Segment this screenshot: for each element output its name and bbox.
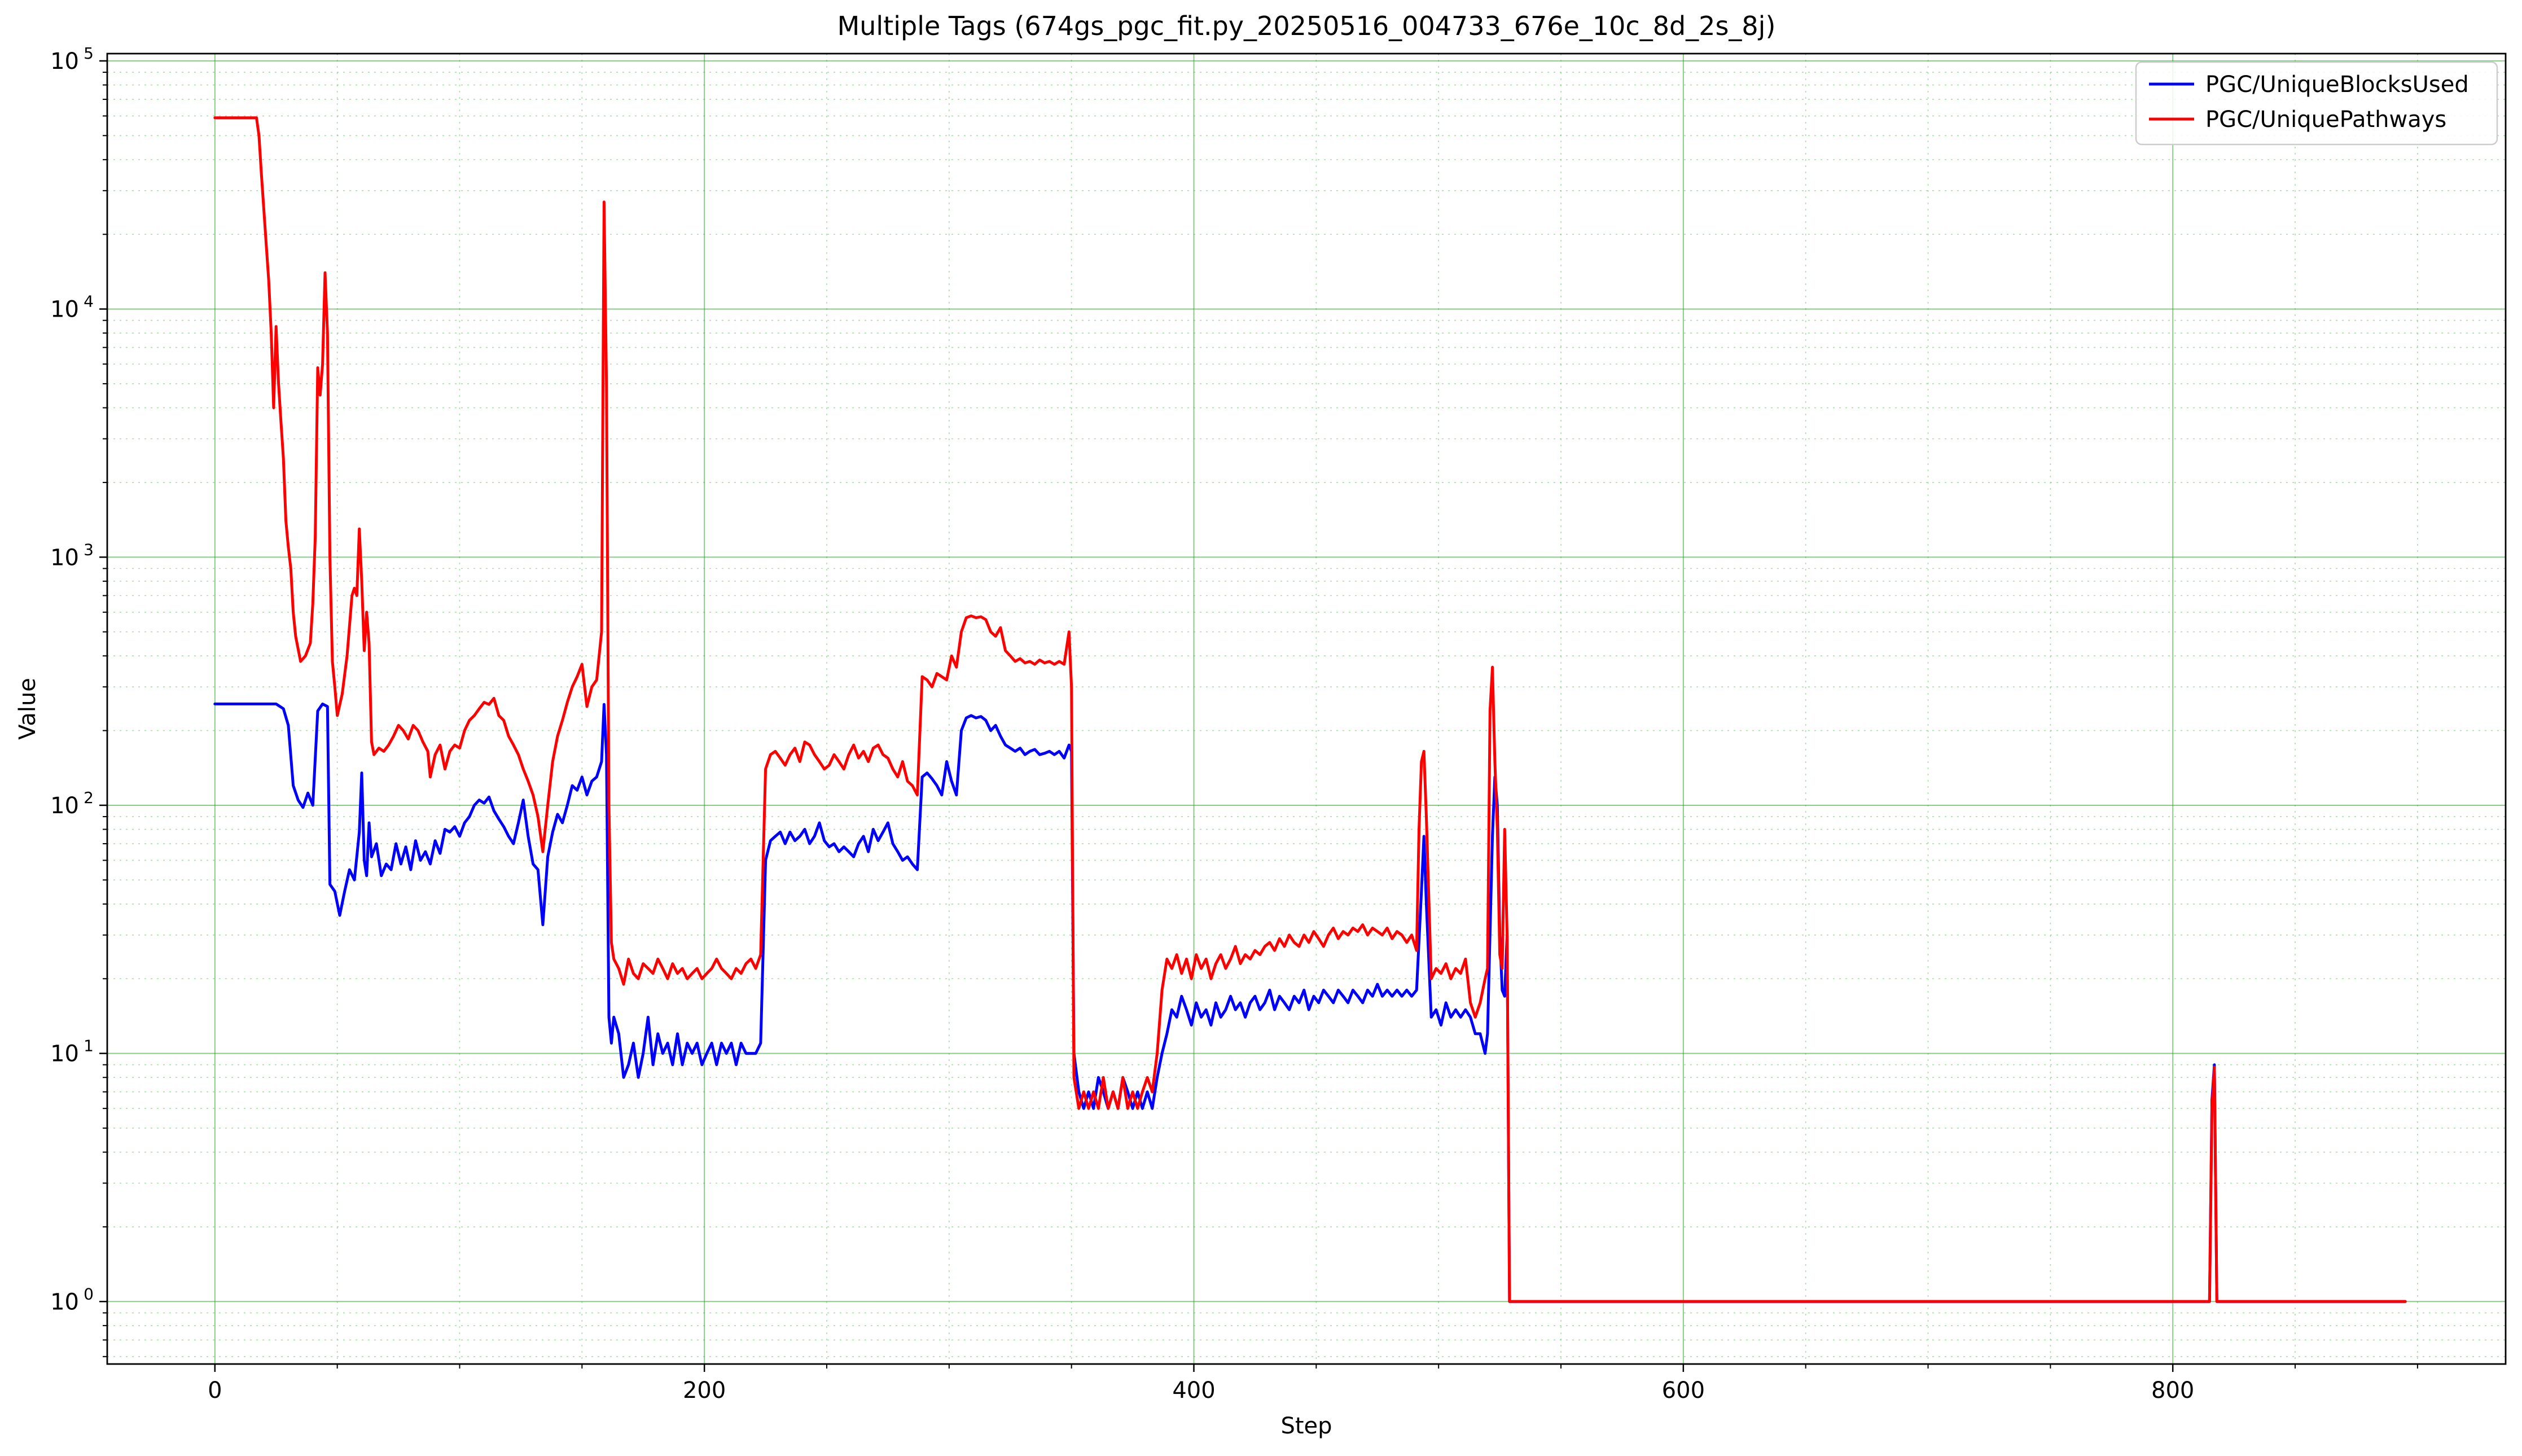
legend-box	[2135, 61, 2498, 146]
legend-label-blocks: PGC/UniqueBlocksUsed	[2205, 72, 2469, 98]
x-axis-label: Step	[1280, 1413, 1332, 1439]
legend: PGC/UniqueBlocksUsed PGC/UniquePathways	[2135, 61, 2498, 146]
y-tick-exponent: 4	[84, 292, 94, 311]
series-line-0	[213, 702, 2407, 1303]
x-tick-label: 0	[208, 1378, 222, 1404]
y-axis-label: Value	[15, 678, 41, 740]
x-tick-label: 400	[1172, 1378, 1215, 1404]
chart-title: Multiple Tags (674gs_pgc_fit.py_20250516…	[837, 11, 1776, 41]
y-tick-exponent: 3	[84, 540, 94, 559]
y-tick-label: 10	[50, 49, 79, 74]
y-tick-exponent: 2	[84, 788, 94, 807]
legend-label-pathways: PGC/UniquePathways	[2205, 107, 2446, 133]
x-tick-label: 800	[2151, 1378, 2194, 1404]
y-tick-exponent: 0	[84, 1284, 94, 1303]
plot-frame	[106, 52, 2507, 1365]
y-tick-label: 10	[50, 545, 79, 571]
y-tick-exponent: 1	[84, 1037, 94, 1055]
y-tick-label: 10	[50, 1289, 79, 1315]
series-line-1	[213, 116, 2407, 1303]
y-tick-label: 10	[50, 1041, 79, 1067]
y-tick-exponent: 5	[84, 44, 94, 63]
x-tick-label: 600	[1662, 1378, 1705, 1404]
x-tick-label: 200	[683, 1378, 726, 1404]
y-tick-label: 10	[50, 297, 79, 323]
y-tick-label: 10	[50, 793, 79, 819]
